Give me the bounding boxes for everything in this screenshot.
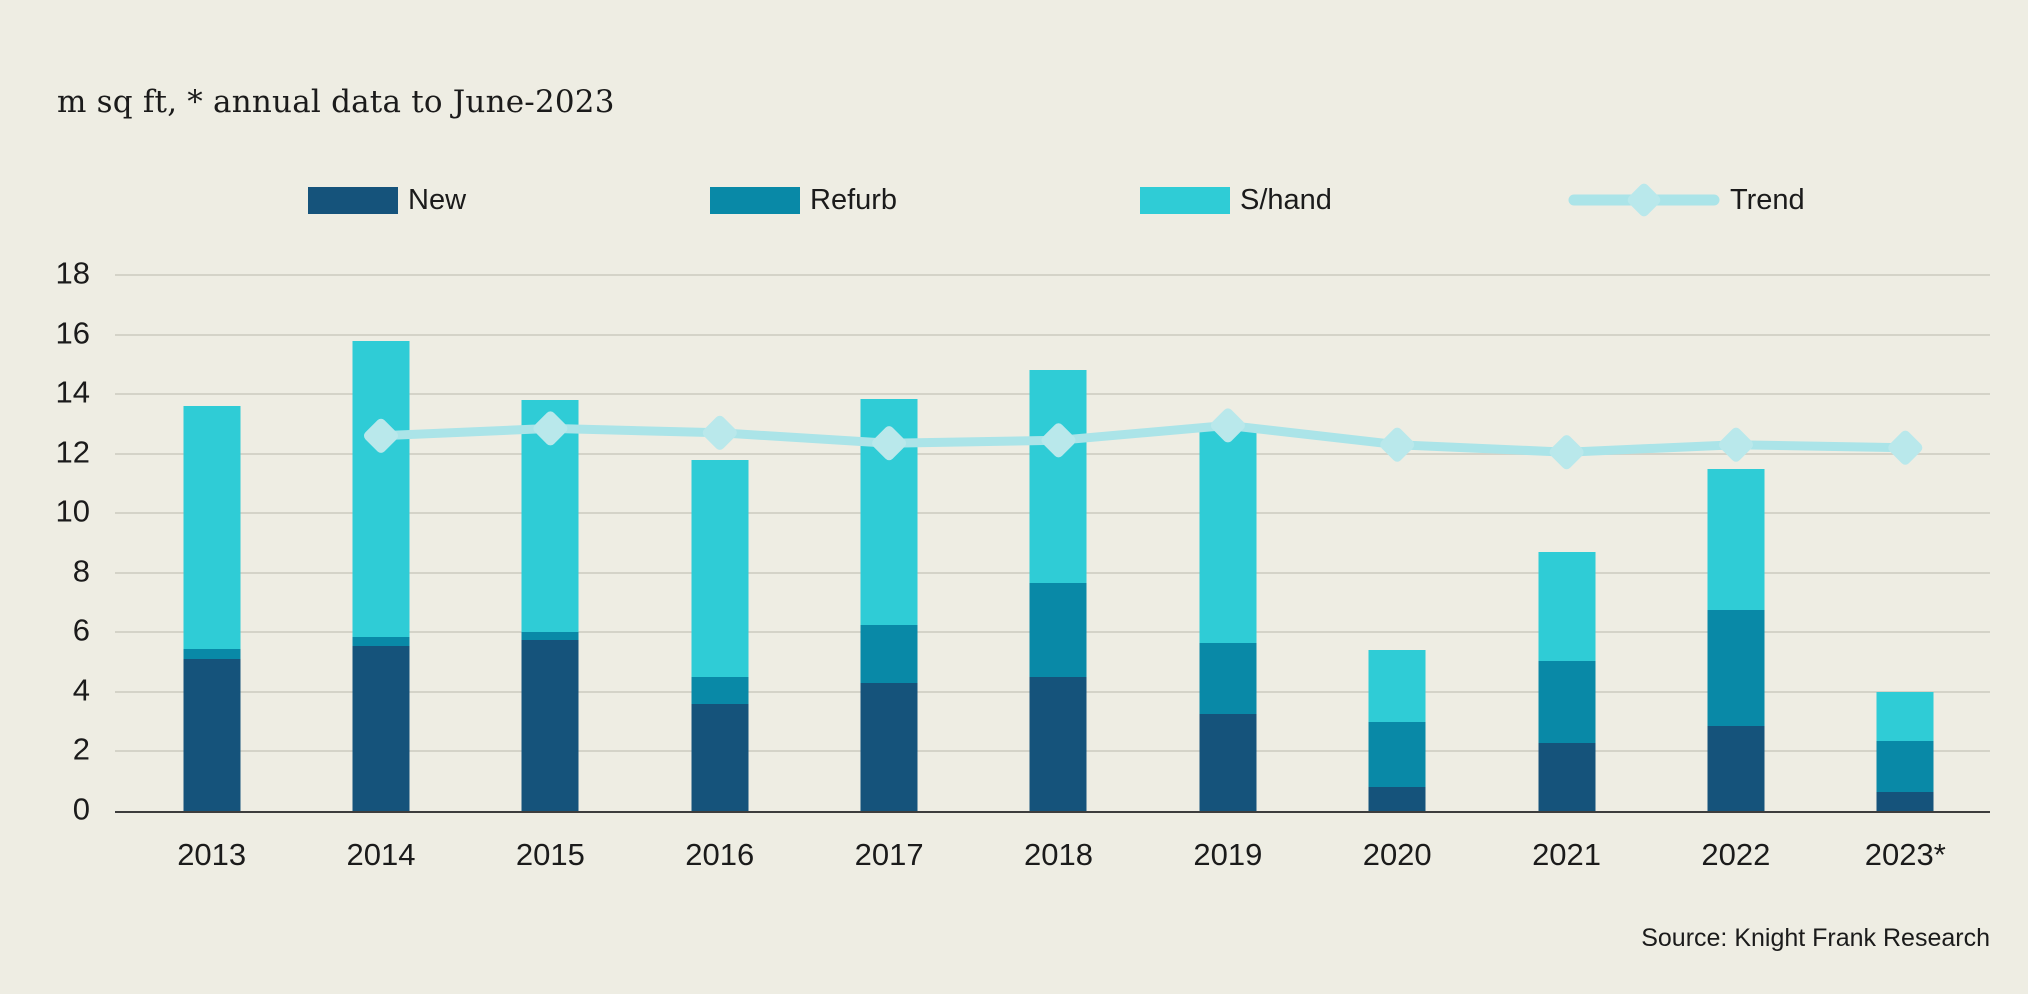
x-axis-tick-label: 2023* xyxy=(1864,837,1946,872)
bar-segment-new xyxy=(183,659,241,811)
bar-column-2014: 2014 xyxy=(296,275,465,872)
legend-item-new: New xyxy=(308,184,466,216)
bar-segment-new xyxy=(1368,787,1426,811)
bar-segment-refurb xyxy=(1029,583,1087,677)
bar-segment-shand xyxy=(1876,691,1934,742)
bars-layer: 2013 2014 2015 2016 2017 2018 2019 2020 2021 2022… xyxy=(127,275,1990,872)
x-axis-tick-label: 2018 xyxy=(1023,837,1093,872)
y-axis-tick-label: 6 xyxy=(72,612,90,648)
bar-segment-shand xyxy=(521,400,579,633)
plot-area: 0 2 4 6 8 10 12 14 16 18 2013 2014 2015 2016 2017 2018 2… xyxy=(56,256,1990,872)
bar-segment-shand xyxy=(1029,370,1087,584)
bar-column-2016: 2016 xyxy=(635,275,804,872)
bar-segment-shand xyxy=(183,406,241,649)
legend-swatch xyxy=(308,186,398,214)
bar-column-2015: 2015 xyxy=(466,275,635,872)
gridline xyxy=(115,274,1990,276)
bar-segment-refurb xyxy=(521,632,579,640)
legend-item-trend: Trend xyxy=(1568,183,1805,217)
y-axis-tick-label: 10 xyxy=(55,493,90,529)
y-axis-tick-label: 4 xyxy=(72,672,90,708)
x-axis-tick-label: 2021 xyxy=(1532,837,1602,872)
legend-trend-marker-icon xyxy=(1568,183,1720,217)
stacked-bar xyxy=(183,406,241,811)
bar-segment-new xyxy=(860,682,918,811)
bar-column-2017: 2017 xyxy=(804,275,973,872)
stacked-bar xyxy=(521,400,579,811)
bar-segment-refurb xyxy=(352,636,410,646)
bar-segment-refurb xyxy=(1199,642,1257,715)
bar-column-2020: 2020 xyxy=(1313,275,1482,872)
legend-label: Trend xyxy=(1730,183,1805,216)
legend-item-shand: S/hand xyxy=(1140,184,1332,216)
bar-segment-shand xyxy=(1707,468,1765,611)
bar-segment-new xyxy=(1707,726,1765,811)
stacked-bar xyxy=(1029,370,1087,811)
bar-column-2022: 2022 xyxy=(1651,275,1820,872)
y-axis-tick-label: 0 xyxy=(72,791,90,827)
bar-segment-refurb xyxy=(1876,741,1934,792)
bar-column-2018: 2018 xyxy=(974,275,1143,872)
bar-segment-new xyxy=(1029,677,1087,811)
bar-column-2013: 2013 xyxy=(127,275,296,872)
legend-label: Refurb xyxy=(810,183,898,216)
stacked-bar xyxy=(1199,429,1257,811)
bar-segment-refurb xyxy=(1538,660,1596,743)
stacked-bar xyxy=(1368,650,1426,811)
stacked-bar xyxy=(1538,551,1596,811)
bar-segment-new xyxy=(352,645,410,811)
stacked-bar xyxy=(1876,691,1934,811)
x-axis-tick-label: 2022 xyxy=(1701,837,1771,872)
x-axis-tick-label: 2020 xyxy=(1362,837,1432,872)
x-axis-tick-label: 2019 xyxy=(1193,837,1263,872)
bar-segment-refurb xyxy=(860,624,918,683)
legend-label: New xyxy=(408,183,467,216)
chart-title: m sq ft, * annual data to June-2023 xyxy=(57,84,615,120)
bar-segment-new xyxy=(691,703,749,811)
stacked-bar xyxy=(860,398,918,811)
bar-segment-refurb xyxy=(691,677,749,704)
legend: New Refurb S/hand Trend xyxy=(0,184,2028,228)
legend-label: S/hand xyxy=(1240,183,1332,216)
stacked-bar xyxy=(352,340,410,811)
y-axis-tick-label: 18 xyxy=(55,255,90,291)
bar-column-2023: 2023* xyxy=(1821,275,1990,872)
bar-column-2019: 2019 xyxy=(1143,275,1312,872)
legend-swatch xyxy=(1140,186,1230,214)
bar-column-2021: 2021 xyxy=(1482,275,1651,872)
x-axis-tick-label: 2015 xyxy=(515,837,585,872)
legend-swatch xyxy=(710,186,800,214)
bar-segment-refurb xyxy=(1707,610,1765,727)
source-attribution: Source: Knight Frank Research xyxy=(1641,924,1990,952)
gridline xyxy=(115,333,1990,336)
bar-segment-refurb xyxy=(183,648,241,660)
bar-segment-shand xyxy=(1199,429,1257,643)
y-axis-tick-label: 2 xyxy=(72,731,90,767)
bar-segment-new xyxy=(1538,742,1596,811)
bar-segment-shand xyxy=(352,340,410,637)
bar-segment-shand xyxy=(691,459,749,678)
bar-segment-new xyxy=(521,639,579,811)
legend-item-refurb: Refurb xyxy=(710,184,897,216)
bar-segment-new xyxy=(1876,791,1934,811)
y-axis-tick-label: 12 xyxy=(55,434,90,470)
x-axis-tick-label: 2016 xyxy=(685,837,755,872)
x-axis-tick-label: 2014 xyxy=(346,837,416,872)
bar-segment-shand xyxy=(1368,650,1426,722)
x-axis-tick-label: 2017 xyxy=(854,837,924,872)
x-axis-tick-label: 2013 xyxy=(177,837,247,872)
bar-segment-refurb xyxy=(1368,721,1426,788)
y-axis-tick-label: 14 xyxy=(55,374,90,410)
bar-segment-shand xyxy=(1538,551,1596,661)
y-axis-tick-label: 8 xyxy=(72,553,90,589)
bar-segment-new xyxy=(1199,714,1257,811)
stacked-bar xyxy=(1707,468,1765,811)
y-axis-tick-label: 16 xyxy=(55,315,90,351)
stacked-bar xyxy=(691,459,749,811)
bar-segment-shand xyxy=(860,398,918,625)
